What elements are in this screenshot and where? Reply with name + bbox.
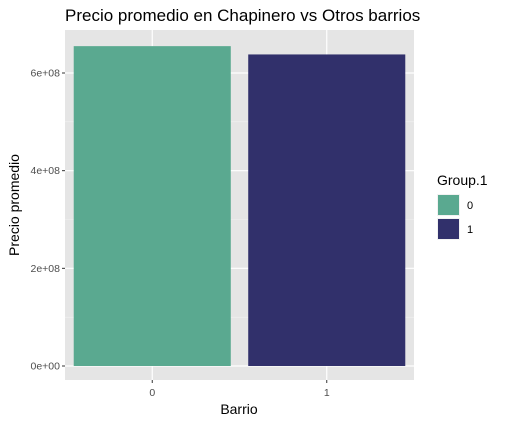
legend-title: Group.1 [437,172,488,188]
y-tick-label: 0e+00 [31,361,61,373]
legend-label: 1 [467,224,473,236]
legend-swatch-1 [438,219,459,239]
y-tick-label: 4e+08 [31,165,61,177]
y-axis: 0e+00 2e+08 4e+08 6e+08 [31,68,65,373]
legend-label: 0 [467,200,473,212]
y-axis-title: Precio promedio [6,154,22,256]
bar-0 [73,46,231,367]
bars [73,46,406,367]
y-tick-label: 6e+08 [31,68,61,80]
chart-title: Precio promedio en Chapinero vs Otros ba… [65,6,420,25]
bar-1 [248,54,406,367]
x-tick-label: 0 [149,387,155,399]
legend-swatch-0 [438,195,459,215]
x-tick-label: 1 [324,387,330,399]
x-axis-title: Barrio [220,401,258,417]
y-tick-label: 2e+08 [31,263,61,275]
legend: Group.1 0 1 [437,172,488,240]
